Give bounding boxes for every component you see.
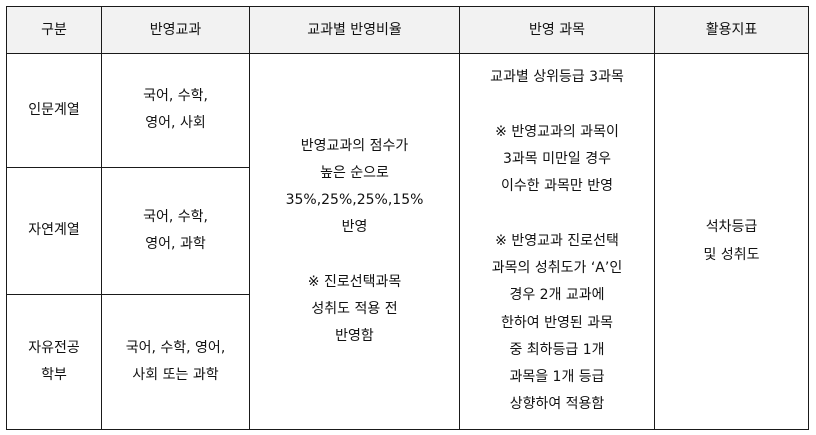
category-text: 자유전공 [28, 339, 80, 356]
course-note: 한하여 반영된 과목 [501, 314, 613, 331]
category-cell: 인문계열 [6, 53, 102, 168]
subjects-cell: 국어, 수학, 영어, 사회 또는 과학 [101, 294, 250, 430]
category-text: 학부 [41, 367, 67, 384]
ratio-text: 반영교과의 점수가 [300, 137, 409, 154]
table-row: 자연계열 국어, 수학, 영어, 과학 [6, 166, 809, 296]
course-note: 3과목 미만일 경우 [503, 151, 611, 168]
header-courses: 반영 과목 [459, 5, 655, 55]
ratio-cell: 반영교과의 점수가 높은 순으로 35%,25%,25%,15% 반영 ※ 진로… [249, 53, 460, 430]
table-row: 인문계열 국어, 수학, 영어, 사회 반영교과의 점수가 높은 순으로 35%… [6, 53, 809, 430]
course-note: 과목의 성취도가 ‘A’인 [491, 259, 623, 276]
course-note: 경우 2개 교과에 [509, 287, 605, 304]
admission-criteria-table: 구분 반영교과 교과별 반영비율 반영 과목 활용지표 인문계열 국어, 수학,… [6, 5, 809, 430]
spacer [464, 201, 650, 228]
indicator-text: 및 성취도 [703, 246, 760, 263]
subjects-cell: 국어, 수학, 영어, 사회 [101, 53, 250, 168]
table-row: 자유전공 학부 국어, 수학, 영어, 사회 또는 과학 [6, 294, 809, 430]
indicator-cell: 석차등급 및 성취도 [654, 53, 809, 430]
subjects-text: 사회 또는 과학 [132, 367, 219, 384]
ratio-note: 성취도 적용 전 [311, 301, 398, 318]
ratio-text: 반영 [341, 219, 368, 236]
course-note: ※ 반영교과의 과목이 [495, 123, 619, 140]
ratio-note: 반영함 [335, 328, 374, 345]
ratio-note: ※ 진로선택과목 [307, 273, 402, 290]
spacer [254, 242, 455, 269]
ratio-text: 높은 순으로 [320, 164, 389, 181]
category-text: 자연계열 [28, 222, 80, 239]
ratio-text: 35%,25%,25%,15% [285, 192, 424, 209]
header-row: 구분 반영교과 교과별 반영비율 반영 과목 활용지표 [6, 5, 809, 55]
subjects-cell: 국어, 수학, 영어, 과학 [101, 166, 250, 296]
category-text: 인문계열 [28, 101, 80, 118]
category-cell: 자연계열 [6, 166, 102, 296]
indicator-text: 석차등급 [705, 219, 758, 236]
subjects-text: 영어, 사회 [145, 115, 206, 132]
subjects-text: 국어, 수학, 영어, [125, 339, 226, 356]
subjects-text: 국어, 수학, [143, 88, 208, 105]
course-note: 상향하여 적용함 [509, 396, 605, 413]
header-category: 구분 [6, 5, 102, 55]
course-text: 교과별 상위등급 3과목 [490, 69, 624, 86]
subjects-text: 국어, 수학, [143, 208, 208, 225]
header-indicator: 활용지표 [654, 5, 809, 55]
spacer [464, 92, 650, 119]
course-note: 중 최하등급 1개 [509, 341, 605, 358]
courses-cell: 교과별 상위등급 3과목 ※ 반영교과의 과목이 3과목 미만일 경우 이수한 … [459, 53, 655, 430]
header-subjects: 반영교과 [101, 5, 250, 55]
course-note: 이수한 과목만 반영 [501, 178, 613, 195]
course-note: 과목을 1개 등급 [509, 369, 605, 386]
subjects-text: 영어, 과학 [145, 236, 206, 253]
course-note: ※ 반영교과 진로선택 [495, 232, 619, 249]
header-ratio: 교과별 반영비율 [249, 5, 460, 55]
category-cell: 자유전공 학부 [6, 294, 102, 430]
